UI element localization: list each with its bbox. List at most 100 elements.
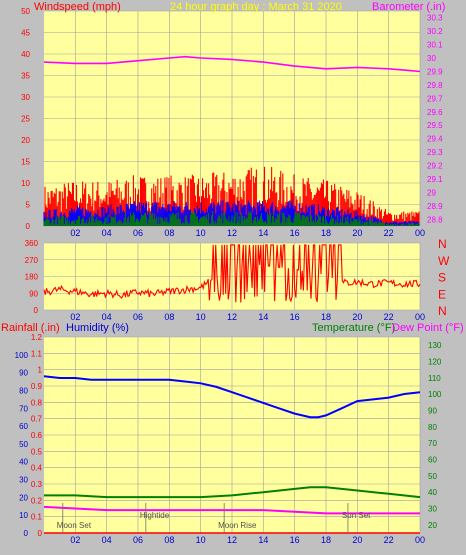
- event-marker-label: Moon Set: [57, 521, 92, 530]
- temperature-tick-label: 60: [428, 456, 437, 465]
- event-marker-label: Moon Rise: [218, 521, 257, 530]
- x-tick-label: 06: [133, 228, 143, 238]
- x-tick-label: 02: [70, 535, 80, 545]
- dewpoint-axis-label: Dew Point (°F): [392, 322, 464, 334]
- humidity-tick-label: 50: [19, 440, 28, 449]
- compass-label: W: [438, 254, 450, 268]
- x-tick-label: 12: [227, 312, 237, 322]
- windspeed-tick-label: 0: [26, 222, 31, 231]
- windspeed-tick-label: 50: [21, 7, 30, 16]
- temperature-tick-label: 110: [428, 374, 441, 383]
- barometer-tick-label: 29.8: [427, 81, 443, 90]
- x-tick-label: 04: [102, 535, 112, 545]
- x-tick-label: 22: [384, 312, 394, 322]
- series-layer: [43, 55, 421, 534]
- rainfall-tick-label: 1.2: [31, 333, 43, 342]
- x-tick-label: 14: [258, 535, 268, 545]
- event-marker-label: Hightide: [140, 511, 170, 520]
- x-tick-label: 18: [321, 228, 331, 238]
- x-tick-label: 00: [415, 535, 425, 545]
- graph-title: 24 hour graph day : March 31 2020: [170, 1, 342, 13]
- barometer-tick-label: 30.3: [427, 14, 443, 23]
- x-tick-label: 10: [196, 228, 206, 238]
- direction-tick-label: 90: [29, 289, 38, 298]
- annotations: Moon Set Hightide Moon Rise Sun Set: [57, 503, 371, 533]
- humidity-tick-label: 10: [19, 511, 28, 520]
- barometer-line: [43, 55, 421, 73]
- rainfall-tick-label: 0.2: [31, 496, 43, 505]
- x-tick-label: 06: [133, 535, 143, 545]
- windspeed-axis-label: Windspeed (mph): [34, 1, 121, 13]
- barometer-tick-label: 30.2: [427, 27, 443, 36]
- rainfall-tick-label: 1: [38, 366, 43, 375]
- humidity-tick-label: 0: [24, 529, 29, 538]
- temperature-tick-label: 70: [428, 439, 437, 448]
- compass-label: S: [438, 271, 446, 285]
- x-tick-label: 12: [227, 535, 237, 545]
- rainfall-tick-label: 0.7: [31, 415, 43, 424]
- barometer-tick-label: 29.4: [427, 135, 443, 144]
- x-tick-label: 20: [352, 535, 362, 545]
- x-tick-label: 20: [352, 312, 362, 322]
- humidity-tick-label: 80: [19, 386, 28, 395]
- barometer-tick-label: 29.1: [427, 175, 443, 184]
- x-tick-label: 16: [290, 535, 300, 545]
- x-tick-label: 04: [102, 228, 112, 238]
- x-tick-label: 04: [102, 312, 112, 322]
- compass-label: N: [438, 304, 447, 318]
- rainfall-tick-label: 1.1: [31, 349, 43, 358]
- compass-label: E: [438, 287, 446, 301]
- humidity-tick-label: 40: [19, 458, 28, 467]
- x-tick-label: 12: [227, 228, 237, 238]
- humidity-tick-label: 100: [15, 351, 29, 360]
- temperature-tick-label: 80: [428, 423, 437, 432]
- humidity-tick-label: 90: [19, 369, 28, 378]
- rainfall-tick-label: 0: [38, 529, 43, 538]
- x-tick-label: 02: [70, 228, 80, 238]
- barometer-tick-label: 30: [427, 54, 436, 63]
- barometer-tick-label: 30.1: [427, 41, 443, 50]
- temperature-tick-label: 50: [428, 472, 437, 481]
- windspeed-tick-label: 25: [21, 115, 30, 124]
- x-tick-label: 22: [384, 535, 394, 545]
- humidity-tick-label: 30: [19, 476, 28, 485]
- x-tick-label: 10: [196, 535, 206, 545]
- barometer-tick-label: 29.2: [427, 162, 443, 171]
- dewpoint-line: [43, 505, 420, 515]
- direction-tick-label: 180: [25, 273, 39, 282]
- windspeed-tick-label: 40: [21, 50, 30, 59]
- barometer-tick-label: 29.5: [427, 121, 443, 130]
- x-tick-label: 20: [352, 228, 362, 238]
- temperature-tick-label: 30: [428, 505, 437, 514]
- barometer-tick-label: 29.3: [427, 148, 443, 157]
- windspeed-tick-label: 20: [21, 136, 30, 145]
- x-tick-label: 00: [415, 228, 425, 238]
- barometer-tick-label: 28.8: [427, 215, 443, 224]
- windspeed-tick-label: 15: [21, 158, 30, 167]
- rainfall-tick-label: 0.8: [31, 398, 43, 407]
- barometer-tick-label: 29: [427, 188, 436, 197]
- windspeed-tick-label: 35: [21, 72, 30, 81]
- rainfall-tick-label: 0.1: [31, 513, 43, 522]
- event-marker-label: Sun Set: [342, 511, 371, 520]
- direction-tick-label: 0: [34, 306, 39, 315]
- rainfall-axis-label: Rainfall (.in): [1, 322, 60, 334]
- rainfall-tick-label: 0.6: [31, 431, 43, 440]
- direction-tick-label: 360: [25, 239, 39, 248]
- humidity-tick-label: 20: [19, 493, 28, 502]
- temperature-tick-label: 100: [428, 390, 442, 399]
- humidity-axis-label: Humidity (%): [66, 322, 129, 334]
- humidity-tick-label: 60: [19, 422, 28, 431]
- temperature-tick-label: 20: [428, 521, 437, 530]
- windspeed-tick-label: 10: [21, 179, 30, 188]
- temperature-axis-label: Temperature (°F): [312, 322, 395, 334]
- rainfall-tick-label: 0.9: [31, 382, 43, 391]
- x-tick-label: 16: [290, 312, 300, 322]
- x-tick-label: 18: [321, 312, 331, 322]
- x-tick-label: 06: [133, 312, 143, 322]
- direction-tick-label: 270: [25, 256, 39, 265]
- barometer-tick-label: 29.9: [427, 67, 443, 76]
- windspeed-tick-label: 30: [21, 93, 30, 102]
- temperature-line: [44, 486, 421, 499]
